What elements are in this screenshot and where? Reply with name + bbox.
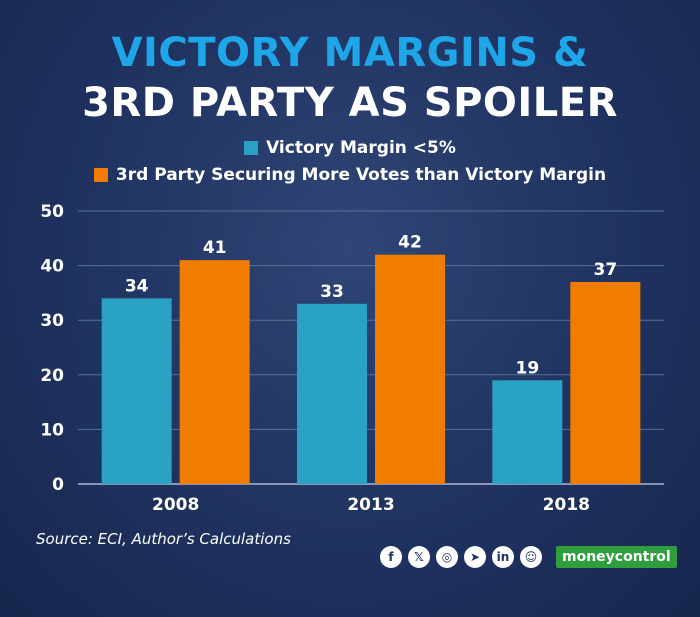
bar (297, 303, 367, 484)
instagram-icon[interactable]: ◎ (436, 546, 458, 568)
data-label: 19 (515, 358, 539, 378)
y-tick-label: 20 (40, 366, 64, 386)
bar (570, 281, 641, 484)
x-tick-label: 2013 (347, 495, 394, 515)
data-label: 33 (320, 282, 344, 302)
bar (179, 260, 250, 484)
source-note: Source: ECI, Author’s Calculations (36, 530, 291, 548)
data-label: 42 (398, 233, 422, 253)
brand-logo: moneycontrol (556, 546, 677, 568)
x-icon[interactable]: 𝕏 (408, 546, 430, 568)
data-label: 37 (593, 260, 617, 280)
facebook-icon[interactable]: f (380, 546, 402, 568)
chart-title-line2: 3RD PARTY AS SPOILER (82, 80, 618, 126)
y-tick-label: 40 (40, 257, 64, 277)
y-tick-label: 50 (40, 202, 64, 222)
legend-label-series1: Victory Margin <5% (266, 138, 456, 158)
bar (375, 254, 445, 484)
telegram-icon[interactable]: ➤ (464, 546, 486, 568)
y-tick-label: 0 (52, 475, 64, 495)
bar (101, 298, 172, 484)
data-label: 41 (203, 238, 227, 258)
y-tick-label: 30 (40, 311, 64, 331)
linkedin-icon[interactable]: in (492, 546, 514, 568)
x-tick-label: 2018 (543, 495, 590, 515)
legend-label-series2: 3rd Party Securing More Votes than Victo… (115, 165, 607, 185)
social-icons: f 𝕏 ◎ ➤ in ☺ (380, 546, 542, 568)
y-tick-label: 10 (40, 420, 64, 440)
legend-swatch-series2 (93, 168, 108, 182)
x-tick-label: 2008 (152, 495, 199, 515)
bar (492, 380, 563, 484)
snapchat-icon[interactable]: ☺ (520, 546, 542, 568)
chart-title-line1: VICTORY MARGINS & (111, 30, 589, 76)
legend-swatch-series1 (244, 141, 259, 155)
legend-item-third-party: 3rd Party Securing More Votes than Victo… (0, 162, 700, 188)
data-label: 34 (125, 276, 149, 296)
legend-item-victory-margin: Victory Margin <5% (0, 135, 700, 161)
